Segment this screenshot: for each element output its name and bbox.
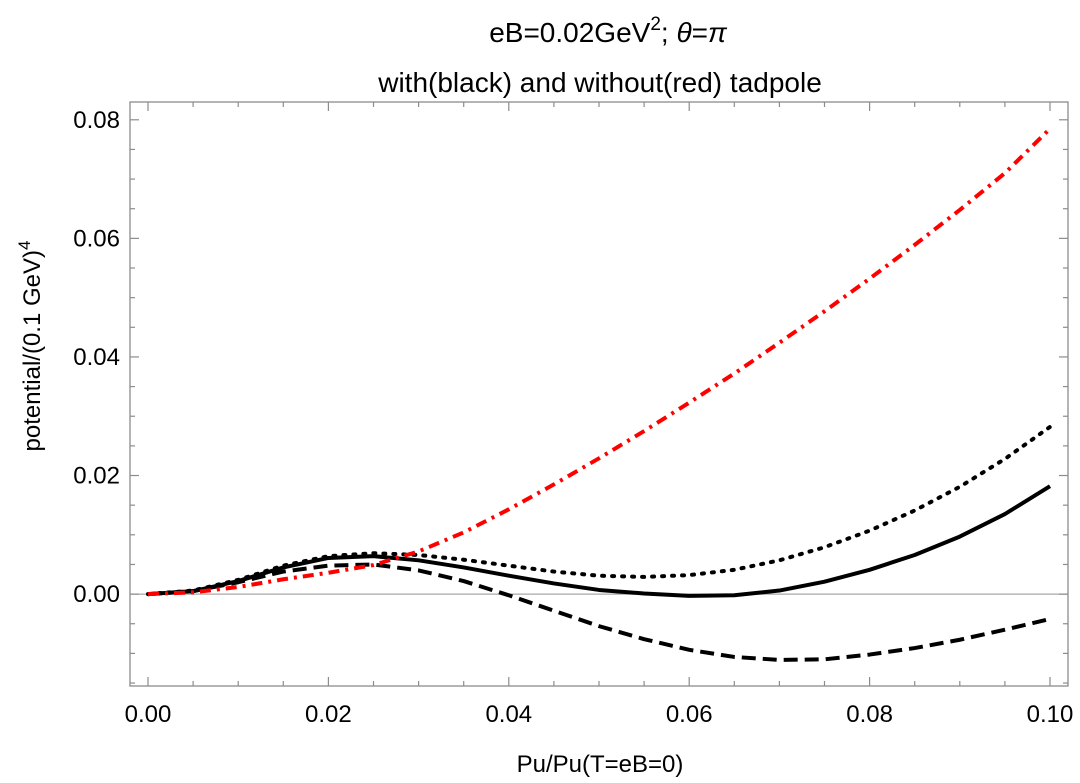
- series-line-dashdot: [147, 127, 1052, 597]
- x-tick-label: 0.10: [1027, 701, 1074, 728]
- x-tick-label: 0.00: [125, 701, 172, 728]
- y-tick-label: 0.04: [73, 344, 120, 371]
- series-layer: [146, 127, 1052, 662]
- series-line-dashed: [147, 562, 1051, 662]
- x-tick-label: 0.04: [485, 701, 532, 728]
- series-line-solid: [147, 484, 1052, 598]
- y-tick-label: 0.08: [73, 107, 120, 134]
- chart-title: eB=0.02GeV2; θ=π: [489, 14, 728, 48]
- x-tick-label: 0.02: [305, 701, 352, 728]
- x-axis-label: Pu/Pu(T=eB=0): [517, 751, 684, 778]
- y-axis-label: potential/(0.1 GeV)4: [15, 241, 46, 452]
- chart-subtitle: with(black) and without(red) tadpole: [377, 67, 822, 98]
- axis-layer: 0.00 0.02 0.04 0.06 0.08 0.10 0.00 0.02 0.04 0.06…: [73, 101, 1074, 728]
- y-tick-label: 0.06: [73, 225, 120, 252]
- x-tick-label: 0.06: [666, 701, 713, 728]
- chart-title-group: eB=0.02GeV2; θ=π with(black) and without…: [377, 14, 822, 98]
- plot-frame: [129, 101, 1069, 687]
- x-tick-label: 0.08: [846, 701, 893, 728]
- y-tick-label: 0.02: [73, 463, 120, 490]
- y-tick-label: 0.00: [73, 581, 120, 608]
